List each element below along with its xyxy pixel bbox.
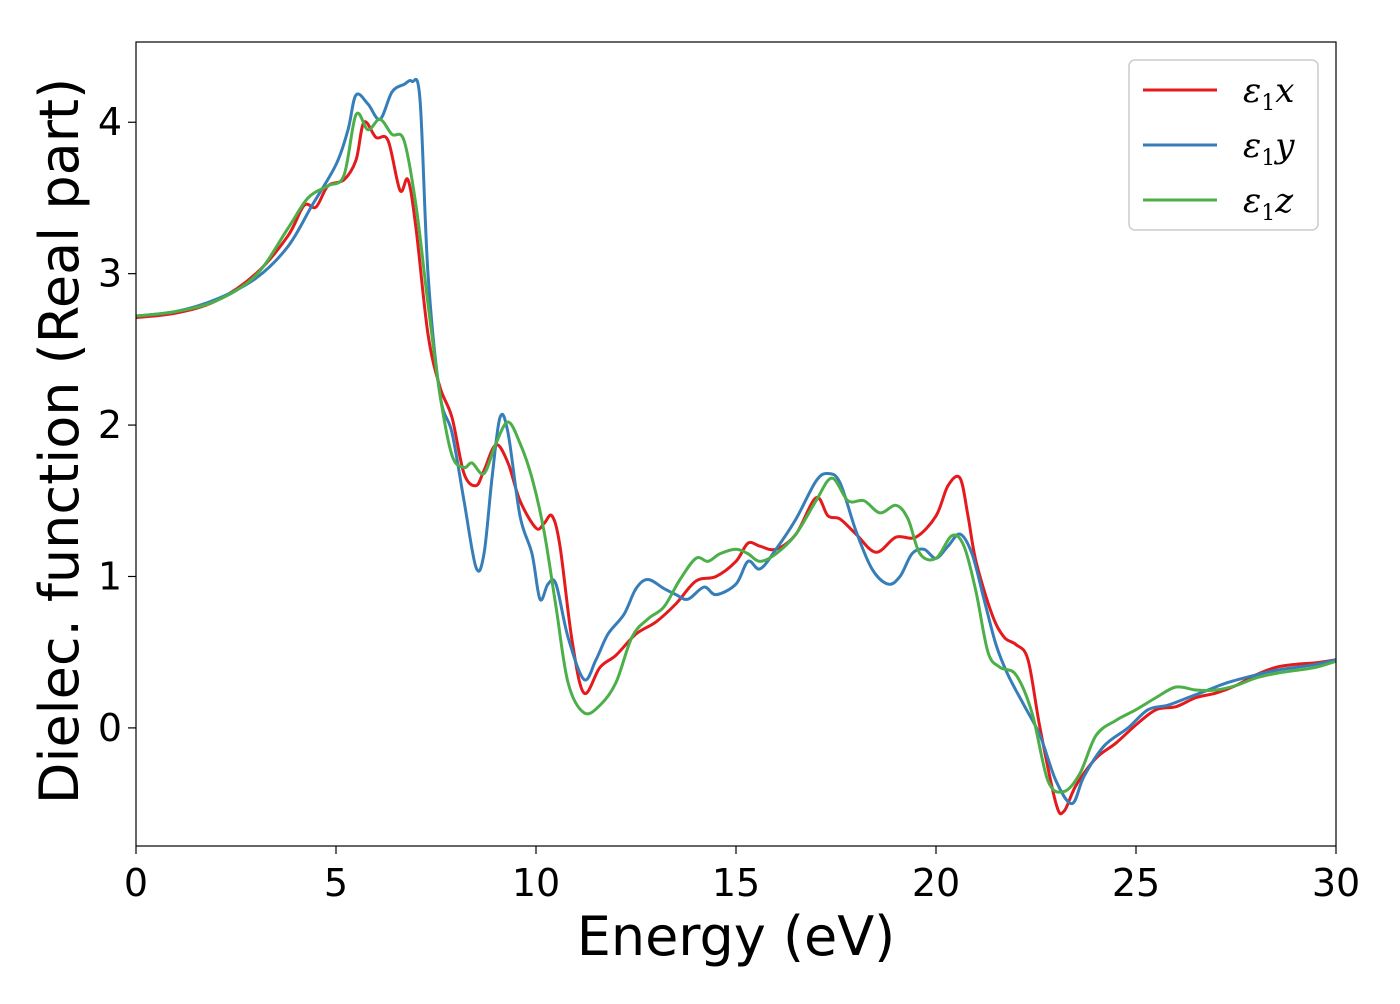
y-tick-label: 3 bbox=[98, 252, 122, 296]
y-tick-label: 1 bbox=[98, 554, 122, 598]
x-tick-label: 10 bbox=[512, 861, 560, 905]
legend-variable: x bbox=[1275, 71, 1294, 111]
legend-box bbox=[1128, 59, 1319, 231]
x-tick-label: 20 bbox=[912, 861, 960, 905]
x-axis-title: Energy (eV) bbox=[577, 905, 896, 968]
series-layer bbox=[136, 77, 1336, 816]
y-tick-label: 2 bbox=[98, 403, 122, 447]
y-axis-title: Dielec. function (Real part) bbox=[28, 78, 91, 804]
x-tick-label: 0 bbox=[124, 861, 148, 905]
legend-symbol: ε bbox=[1243, 126, 1261, 166]
legend-subscript: 1 bbox=[1261, 91, 1275, 116]
y-axis-ticks: 0 1 2 3 4 bbox=[98, 100, 136, 750]
legend-variable: z bbox=[1274, 181, 1294, 221]
x-tick-label: 15 bbox=[712, 861, 760, 905]
x-axis-ticks: 0 5 10 15 20 25 30 bbox=[124, 846, 1360, 905]
y-tick-label: 0 bbox=[98, 706, 122, 750]
series-line-z bbox=[136, 111, 1336, 794]
legend-label-x: ε1x bbox=[1243, 71, 1294, 116]
legend-symbol: ε bbox=[1243, 71, 1261, 111]
x-tick-label: 30 bbox=[1312, 861, 1360, 905]
legend-subscript: 1 bbox=[1261, 146, 1275, 171]
legend-variable: y bbox=[1273, 126, 1295, 166]
x-tick-label: 25 bbox=[1112, 861, 1160, 905]
legend-label-z: ε1z bbox=[1243, 181, 1294, 226]
x-tick-label: 5 bbox=[324, 861, 348, 905]
legend-subscript: 1 bbox=[1261, 201, 1275, 226]
y-tick-label: 4 bbox=[98, 100, 122, 144]
series-line-x bbox=[136, 120, 1336, 816]
legend-label-y: ε1y bbox=[1243, 126, 1295, 171]
legend-symbol: ε bbox=[1243, 181, 1261, 221]
series-line-y bbox=[136, 77, 1336, 806]
